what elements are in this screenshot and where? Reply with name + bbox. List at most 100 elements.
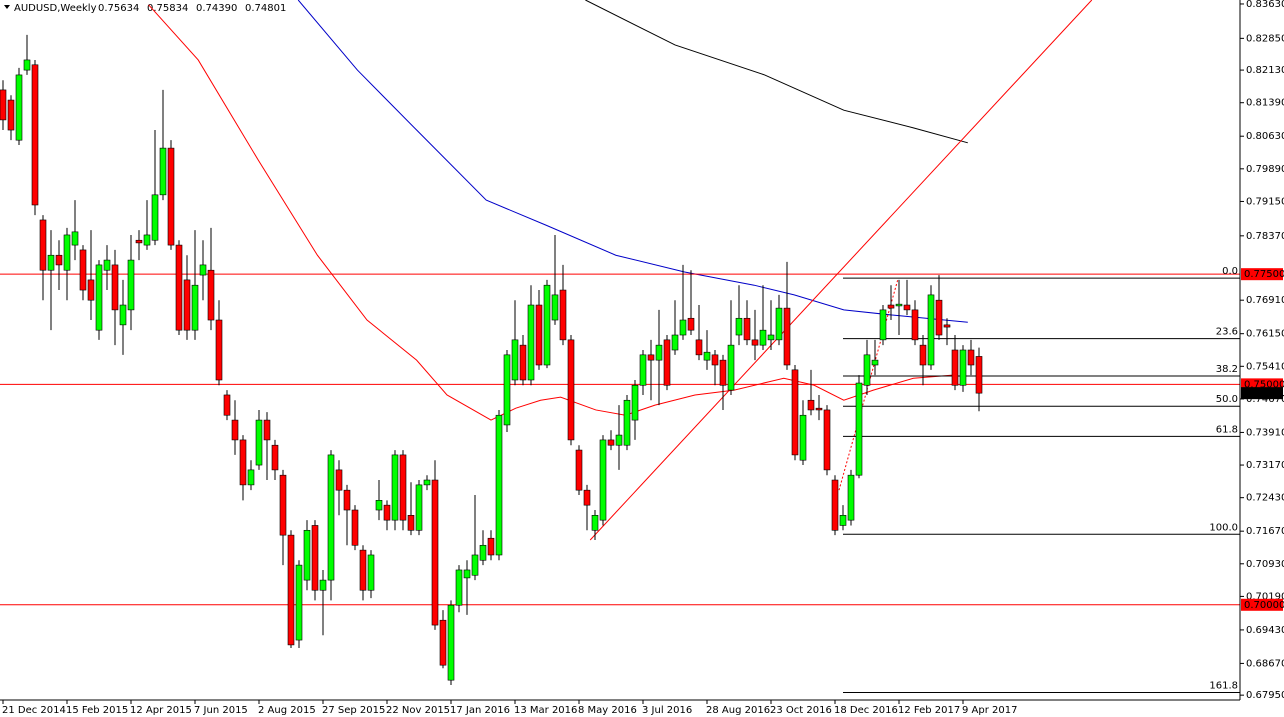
candle-body — [167, 147, 175, 246]
candle-body — [231, 419, 239, 441]
candle-body — [799, 414, 807, 461]
x-tick-label: 8 May 2016 — [578, 705, 637, 716]
candle-body — [175, 244, 183, 331]
candle-body — [919, 344, 927, 366]
candle-body — [871, 359, 879, 366]
level-box-text: 0.70000 — [1244, 600, 1284, 611]
candle-body — [391, 454, 399, 521]
candle-body — [863, 354, 871, 386]
candle-body — [887, 304, 895, 309]
candle-body — [575, 449, 583, 491]
candle-body — [431, 479, 439, 626]
candle-body — [559, 289, 567, 341]
y-tick-label: 0.70930 — [1246, 559, 1284, 570]
candle-body — [183, 279, 191, 331]
y-tick-label: 0.76910 — [1246, 295, 1284, 306]
y-tick-label: 0.82130 — [1246, 65, 1284, 76]
candle-body — [31, 64, 39, 206]
candle-body — [815, 407, 823, 411]
indicator-line — [585, 0, 968, 144]
candle-body — [239, 439, 247, 486]
candle-body — [439, 619, 447, 666]
candle-body — [527, 304, 535, 381]
fib-label: 100.0 — [1209, 522, 1238, 533]
level-box — [1241, 268, 1283, 281]
candle-body — [311, 525, 319, 591]
candle-body — [943, 324, 951, 328]
x-tick-label: 2 Aug 2015 — [258, 705, 316, 716]
y-tick-label: 0.67950 — [1246, 690, 1284, 701]
ohlc-label: 0.75834 — [147, 3, 188, 14]
candle-body — [479, 544, 487, 561]
candle-body — [159, 147, 167, 196]
candle-body — [143, 234, 151, 246]
candle-body — [447, 604, 455, 681]
candle-body — [927, 294, 935, 366]
candle-body — [967, 349, 975, 366]
x-tick-label: 21 Dec 2014 — [2, 705, 66, 716]
candle-body — [367, 554, 375, 591]
candle-body — [751, 339, 759, 346]
candle-body — [743, 317, 751, 341]
candle-body — [951, 349, 959, 386]
candle-body — [455, 569, 463, 606]
candle-body — [191, 284, 199, 331]
x-tick-label: 12 Apr 2015 — [130, 705, 192, 716]
level-box — [1241, 598, 1283, 611]
y-tick-label: 0.78370 — [1246, 231, 1284, 242]
ohlc-label: 0.75634 — [98, 3, 139, 14]
candle-body — [63, 234, 71, 271]
candle-body — [39, 219, 47, 271]
y-tick-label: 0.74670 — [1246, 394, 1284, 405]
candle-body — [607, 439, 615, 446]
ohlc-label: 0.74801 — [245, 3, 286, 14]
candle-body — [855, 382, 863, 476]
candle-body — [7, 99, 15, 131]
candle-body — [615, 434, 623, 446]
candle-body — [727, 344, 735, 391]
candle-body — [879, 309, 887, 341]
candle-body — [359, 549, 367, 591]
x-tick-label: 17 Jan 2016 — [450, 705, 510, 716]
x-tick-label: 28 Aug 2016 — [706, 705, 770, 716]
candle-body — [719, 359, 727, 386]
candle-body — [279, 474, 287, 536]
candle-body — [351, 509, 359, 546]
ohlc-label: 0.74390 — [196, 3, 237, 14]
candle-body — [335, 469, 343, 491]
candle-body — [551, 294, 559, 321]
y-tick-label: 0.79890 — [1246, 164, 1284, 175]
candle-body — [703, 351, 711, 361]
x-tick-label: 13 Mar 2016 — [514, 705, 577, 716]
candle-body — [119, 304, 127, 326]
candle-body — [23, 59, 31, 71]
level-box-text: 0.77500 — [1244, 269, 1284, 280]
candle-body — [319, 579, 327, 591]
x-tick-label: 23 Oct 2016 — [770, 705, 832, 716]
candle-body — [95, 264, 103, 331]
candle-body — [271, 444, 279, 471]
candle-body — [207, 269, 215, 321]
candle-body — [535, 304, 543, 366]
candle-body — [807, 399, 815, 411]
candle-body — [679, 319, 687, 336]
candle-body — [487, 537, 495, 556]
candle-body — [847, 474, 855, 521]
candle-body — [127, 259, 135, 311]
y-tick-label: 0.69430 — [1246, 625, 1284, 636]
candle-body — [295, 564, 303, 641]
candle-body — [471, 554, 479, 576]
symbol: AUDUSD,Weekly — [14, 3, 97, 14]
candle-body — [639, 354, 647, 386]
candle-body — [215, 319, 223, 381]
candle-body — [415, 484, 423, 531]
y-tick-label: 0.81390 — [1246, 98, 1284, 109]
candle-body — [407, 515, 415, 531]
candle-body — [111, 264, 119, 311]
candle-body — [255, 419, 263, 466]
candle-body — [583, 489, 591, 506]
candle-body — [735, 317, 743, 336]
candle-body — [223, 394, 231, 416]
candle-body — [895, 303, 903, 307]
candle-body — [839, 515, 847, 526]
